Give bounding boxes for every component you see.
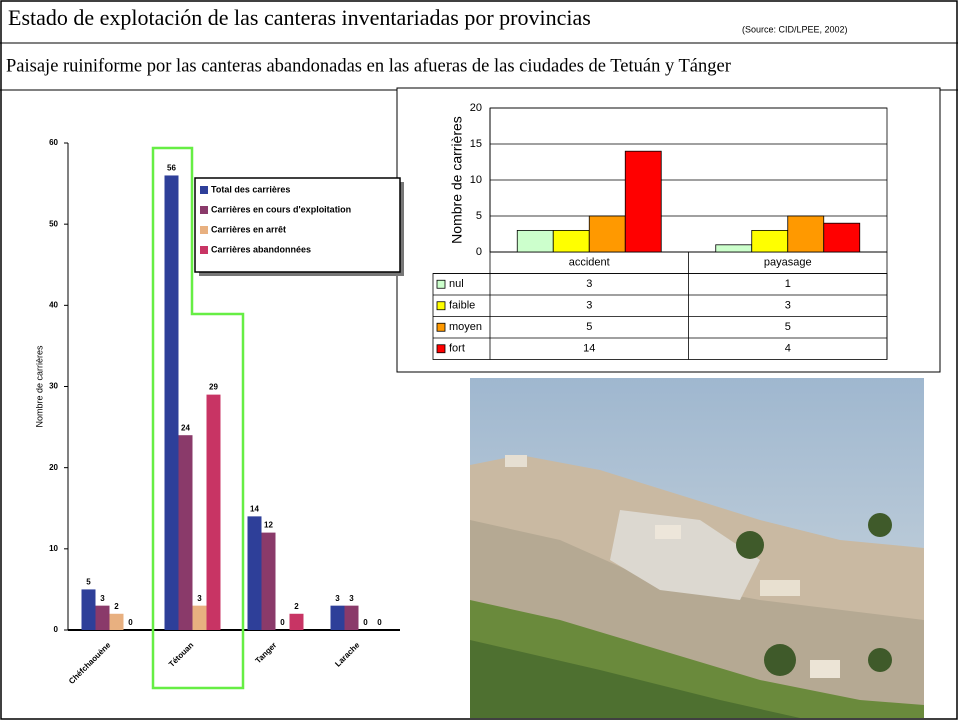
table-cell: 3 — [785, 300, 791, 312]
table-cell: 14 — [583, 343, 595, 355]
legend-swatch — [436, 301, 446, 311]
table-cell: 4 — [785, 343, 791, 355]
value-label: 3 — [100, 594, 105, 603]
value-label: 12 — [264, 521, 273, 530]
y-axis-label: Nombre de carrières — [449, 116, 465, 244]
table-cell: 3 — [586, 300, 592, 312]
bar — [81, 589, 96, 630]
value-label: 3 — [349, 594, 354, 603]
legend-label: fort — [449, 343, 465, 355]
value-label: 3 — [197, 594, 202, 603]
y-tick-label: 0 — [54, 625, 59, 634]
value-label: 24 — [181, 423, 190, 432]
bar — [516, 229, 554, 253]
legend-label: moyen — [449, 321, 482, 333]
bar — [344, 605, 359, 630]
y-tick-label: 40 — [49, 300, 58, 309]
value-label: 2 — [294, 602, 299, 611]
bar — [552, 229, 590, 253]
legend-swatch — [200, 226, 208, 234]
legend-swatch — [200, 206, 208, 214]
y-tick-label: 15 — [470, 138, 482, 150]
legend-swatch — [436, 322, 446, 332]
bar — [95, 605, 110, 630]
legend-label: faible — [449, 300, 475, 312]
bar — [206, 394, 221, 630]
x-tick-label: payasage — [764, 257, 812, 269]
y-tick-label: 10 — [470, 174, 482, 186]
bar — [624, 150, 662, 253]
value-label: 0 — [128, 618, 133, 627]
value-label: 56 — [167, 164, 176, 173]
legend-label: Carrières en cours d'exploitation — [211, 204, 351, 214]
bar — [751, 229, 789, 253]
bar — [787, 215, 825, 253]
bar — [715, 244, 753, 253]
bar — [178, 435, 193, 630]
table-cell: 5 — [785, 321, 791, 333]
value-label: 2 — [114, 602, 119, 611]
table-cell: 5 — [586, 321, 592, 333]
legend-label: Carrières abandonnées — [211, 244, 311, 254]
legend — [194, 177, 401, 273]
subtitle: Paisaje ruiniforme por las canteras aban… — [6, 56, 731, 76]
bar — [109, 613, 124, 630]
table-cell: 3 — [586, 278, 592, 290]
legend-label: Carrières en arrêt — [211, 224, 286, 234]
value-label: 0 — [377, 618, 382, 627]
source: (Source: CID/LPEE, 2002) — [742, 24, 848, 34]
value-label: 0 — [363, 618, 368, 627]
highlight — [151, 146, 245, 690]
y-tick-label: 20 — [49, 463, 58, 472]
bar — [247, 516, 262, 630]
legend-label: Total des carrières — [211, 184, 290, 194]
bar — [588, 215, 626, 253]
bar — [330, 605, 345, 630]
bar — [192, 605, 207, 630]
value-label: 5 — [86, 578, 91, 587]
x-tick-label: accident — [569, 257, 610, 269]
value-label: 29 — [209, 383, 218, 392]
y-axis-label: Nombre de carrières — [34, 345, 44, 428]
value-label: 14 — [250, 504, 259, 513]
legend-swatch — [200, 186, 208, 194]
y-tick-label: 60 — [49, 138, 58, 147]
y-tick-label: 20 — [470, 102, 482, 114]
y-tick-label: 5 — [476, 210, 482, 222]
photo — [470, 378, 924, 718]
value-label: 3 — [335, 594, 340, 603]
bar — [823, 222, 861, 253]
legend-swatch — [436, 344, 446, 354]
bar — [164, 175, 179, 630]
y-tick-label: 50 — [49, 219, 58, 228]
y-tick-label: 0 — [476, 246, 482, 258]
y-tick-label: 30 — [49, 382, 58, 391]
bar — [261, 532, 276, 630]
legend-swatch — [200, 246, 208, 254]
bar — [289, 613, 304, 630]
legend-label: nul — [449, 278, 464, 290]
slide-title: Estado de explotación de las canteras in… — [8, 5, 591, 30]
legend-swatch — [436, 279, 446, 289]
table-cell: 1 — [785, 278, 791, 290]
y-tick-label: 10 — [49, 544, 58, 553]
value-label: 0 — [280, 618, 285, 627]
